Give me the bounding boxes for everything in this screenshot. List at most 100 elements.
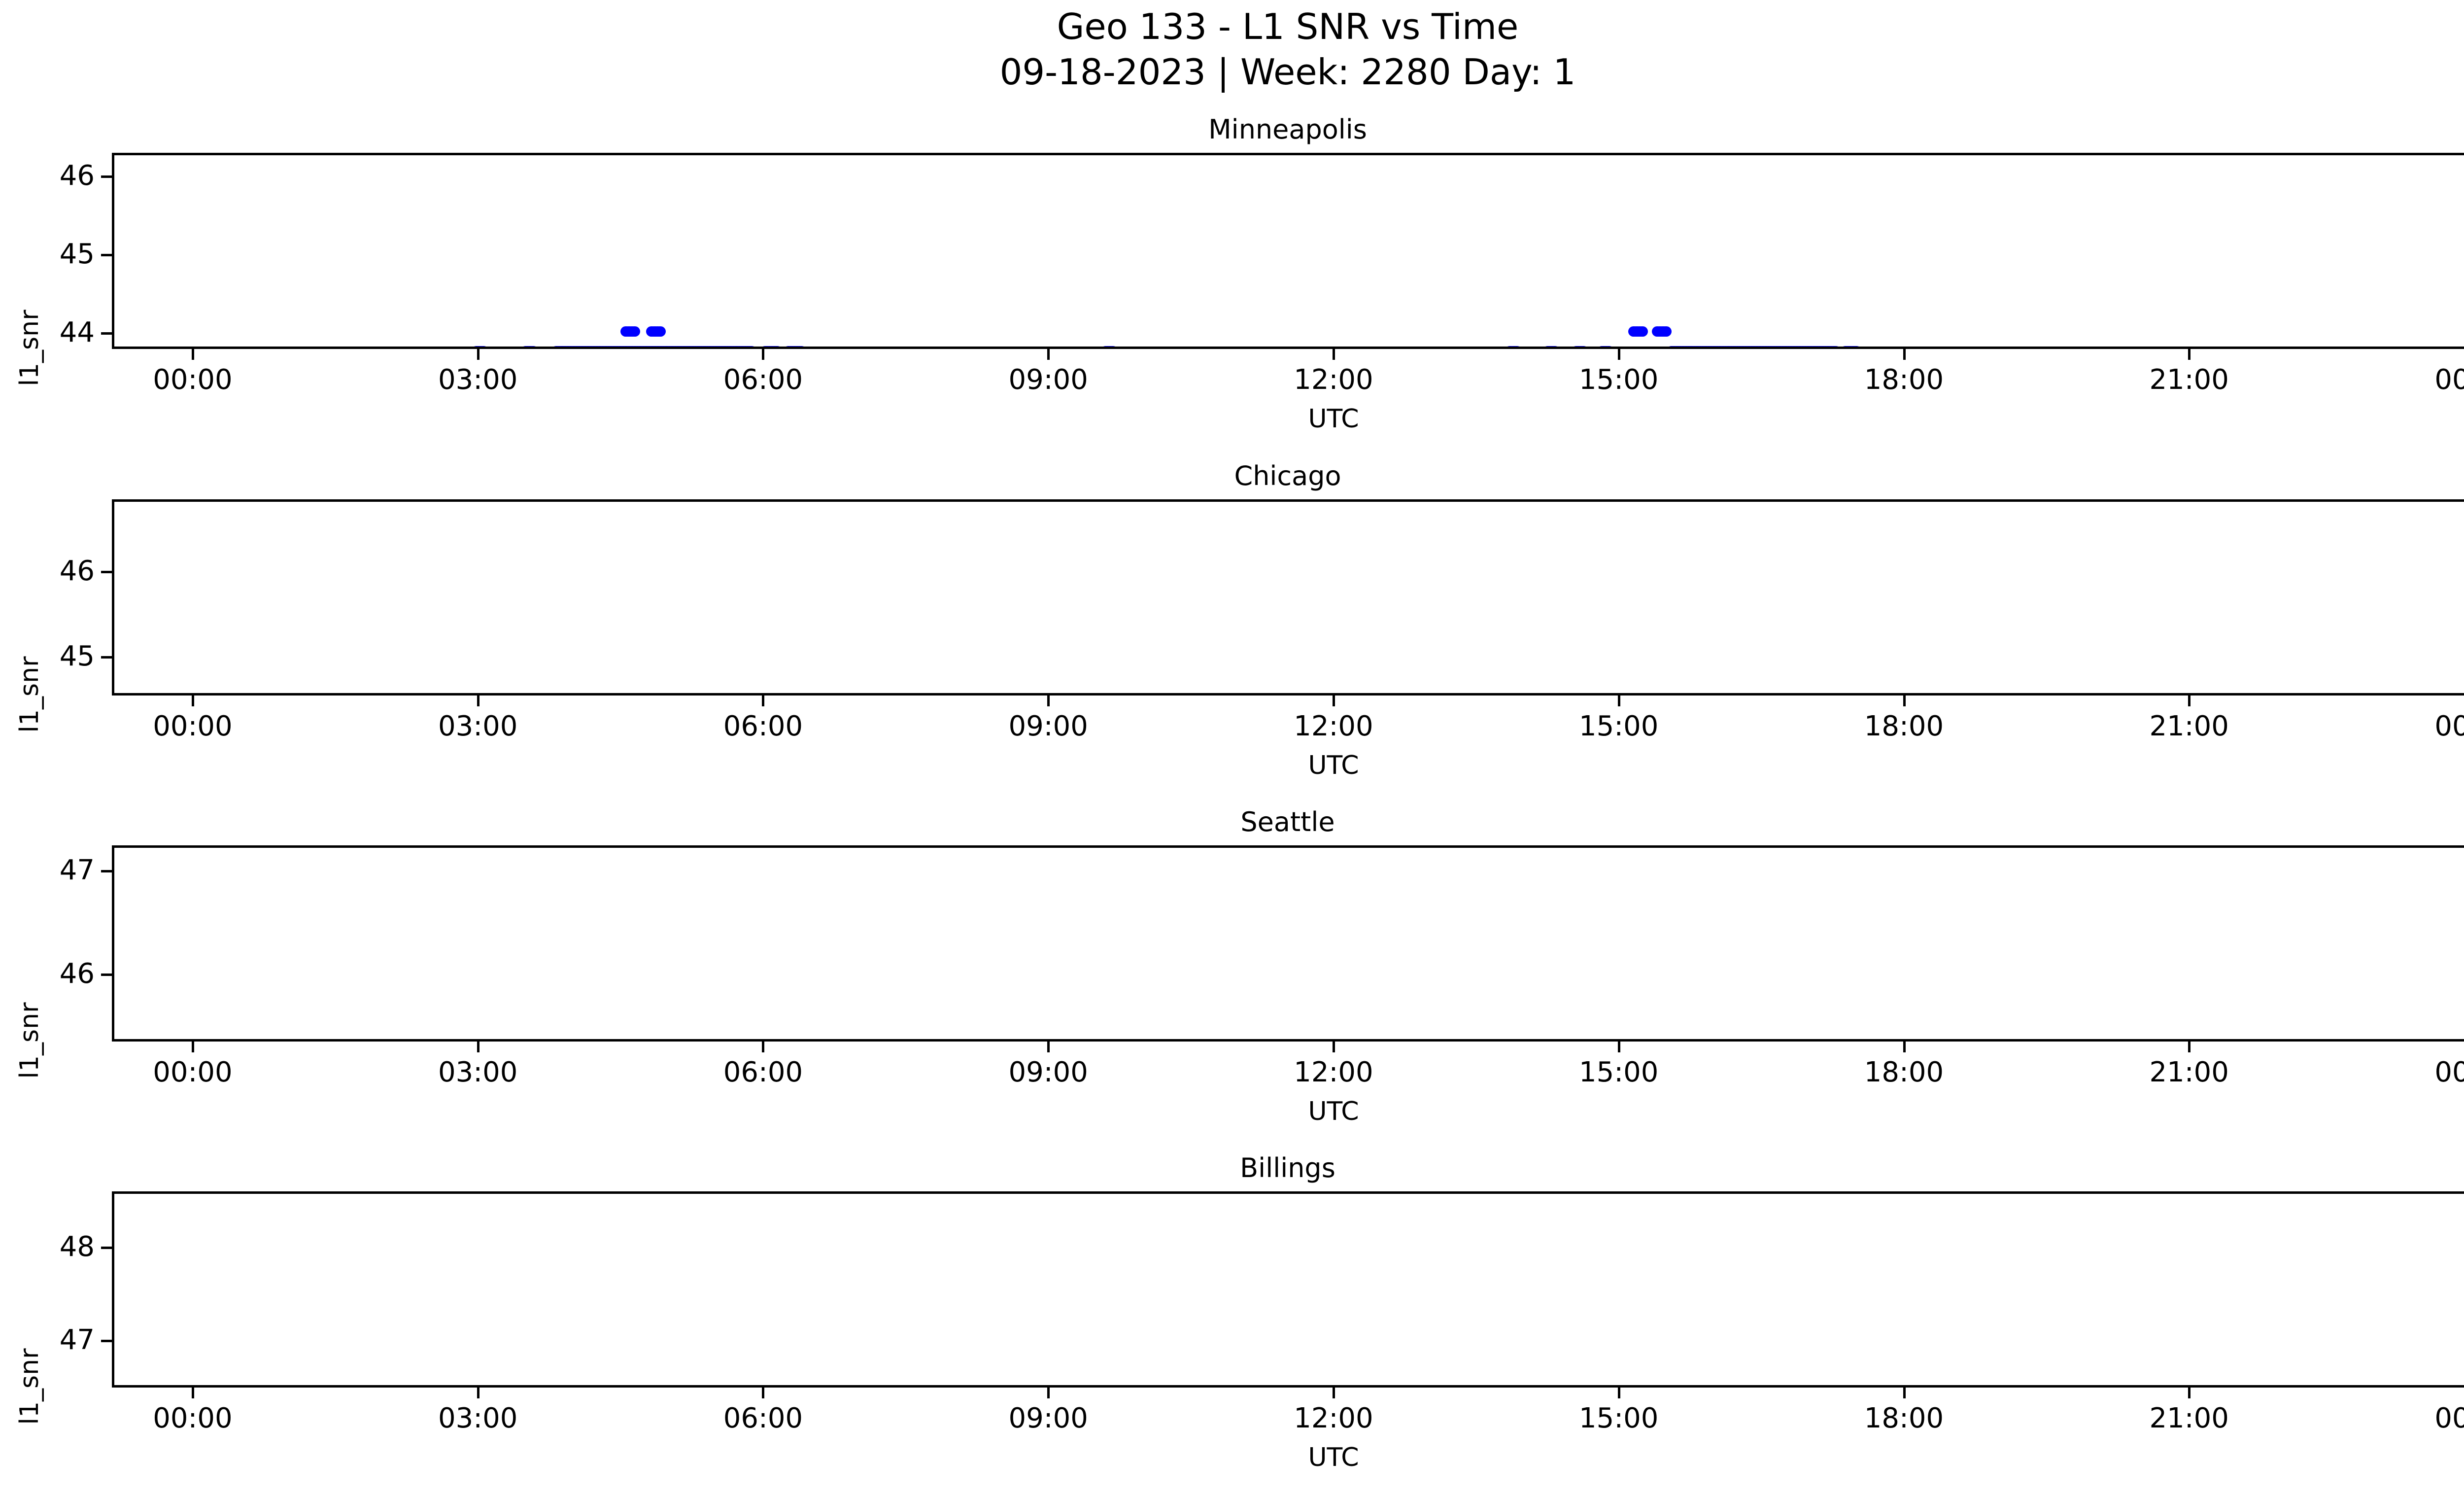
data-point xyxy=(739,346,750,347)
data-point xyxy=(1799,346,1810,347)
x-tick-mark xyxy=(1333,349,1335,360)
data-point xyxy=(655,346,666,347)
data-point xyxy=(649,346,660,347)
data-point xyxy=(1651,326,1662,337)
data-point xyxy=(563,346,573,347)
data-point xyxy=(1682,346,1693,347)
data-point xyxy=(560,346,571,347)
data-point xyxy=(787,346,798,347)
data-point xyxy=(1599,346,1610,347)
data-point xyxy=(1635,326,1646,337)
plot-area xyxy=(112,153,2464,349)
data-point xyxy=(550,346,561,347)
data-point xyxy=(596,346,607,347)
data-point xyxy=(637,346,648,347)
data-point xyxy=(653,346,664,347)
data-point xyxy=(656,346,667,347)
data-point xyxy=(633,346,644,347)
data-point xyxy=(569,346,580,347)
data-point xyxy=(784,346,795,347)
data-point xyxy=(1634,326,1644,337)
data-point xyxy=(1778,346,1789,347)
data-point xyxy=(662,346,673,347)
data-point xyxy=(621,326,632,337)
data-point xyxy=(1818,346,1829,347)
data-point xyxy=(1744,346,1754,347)
data-point xyxy=(703,346,714,347)
data-point xyxy=(787,346,797,347)
data-point xyxy=(626,326,637,337)
data-point xyxy=(1786,346,1797,347)
data-point xyxy=(605,346,616,347)
data-point xyxy=(646,346,656,347)
data-point xyxy=(621,346,632,347)
data-point xyxy=(586,346,597,347)
data-point xyxy=(790,346,801,347)
data-point xyxy=(645,346,655,347)
data-point xyxy=(554,346,565,347)
data-point xyxy=(1711,346,1722,347)
data-point xyxy=(616,346,627,347)
data-point xyxy=(1660,326,1671,337)
data-point xyxy=(1843,346,1854,347)
data-point xyxy=(620,326,631,337)
data-point xyxy=(623,326,634,337)
data-point xyxy=(1756,346,1767,347)
data-point xyxy=(1825,346,1836,347)
data-point xyxy=(1712,346,1723,347)
data-point xyxy=(1730,346,1741,347)
data-point xyxy=(1685,346,1696,347)
data-point xyxy=(1827,346,1838,347)
data-point xyxy=(578,346,589,347)
data-point xyxy=(593,346,604,347)
data-point xyxy=(724,346,735,347)
data-point xyxy=(1765,346,1776,347)
data-point xyxy=(561,346,572,347)
data-point xyxy=(631,346,642,347)
x-tick-mark xyxy=(477,349,479,360)
data-point xyxy=(1604,346,1615,347)
data-point xyxy=(479,346,489,347)
data-point xyxy=(1797,346,1808,347)
y-tick-mark xyxy=(101,175,112,178)
data-point xyxy=(1734,346,1745,347)
data-point xyxy=(1771,346,1781,347)
data-point xyxy=(767,346,778,347)
data-point xyxy=(591,346,602,347)
data-point xyxy=(666,346,677,347)
data-point xyxy=(1546,346,1557,347)
data-point xyxy=(1657,326,1668,337)
data-point xyxy=(1777,346,1787,347)
data-point xyxy=(1697,346,1708,347)
data-point xyxy=(1722,346,1733,347)
data-point xyxy=(1106,346,1117,347)
data-point xyxy=(705,346,716,347)
data-point xyxy=(1696,346,1707,347)
data-point xyxy=(1674,346,1685,347)
subplot-title: Minneapolis xyxy=(1208,114,1367,145)
data-point xyxy=(1676,346,1686,347)
data-point xyxy=(577,346,587,347)
data-point xyxy=(736,346,747,347)
data-point xyxy=(686,346,697,347)
data-point xyxy=(783,346,793,347)
data-point xyxy=(1733,346,1744,347)
data-point xyxy=(1791,346,1802,347)
data-point xyxy=(726,346,737,347)
data-point xyxy=(1740,346,1750,347)
data-point xyxy=(685,346,696,347)
data-point xyxy=(743,346,754,347)
data-point xyxy=(732,346,743,347)
data-point xyxy=(1829,346,1840,347)
data-point xyxy=(792,346,803,347)
data-point xyxy=(1768,346,1779,347)
data-point xyxy=(1772,346,1783,347)
data-point xyxy=(1504,346,1515,347)
data-point xyxy=(1693,346,1704,347)
data-point xyxy=(1731,346,1742,347)
data-point xyxy=(619,346,630,347)
data-point xyxy=(733,346,744,347)
data-point xyxy=(761,346,772,347)
data-point xyxy=(1840,346,1850,347)
data-point xyxy=(1691,346,1702,347)
